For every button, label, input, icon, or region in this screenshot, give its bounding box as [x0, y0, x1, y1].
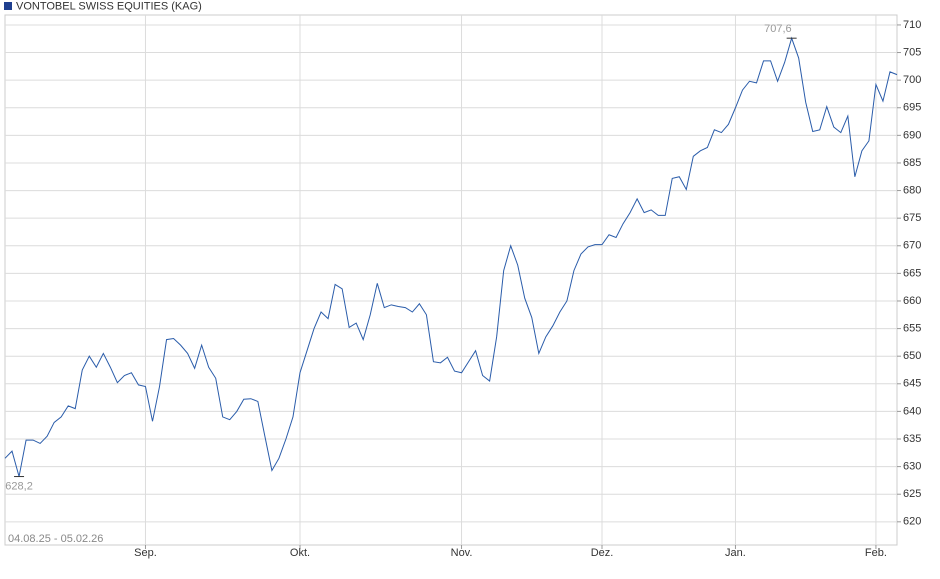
y-tick-label: 650 [903, 350, 921, 362]
y-tick-label: 660 [903, 295, 921, 307]
x-tick-label: Feb. [865, 547, 887, 559]
x-tick-label: Jan. [725, 547, 746, 559]
legend-swatch [4, 2, 12, 10]
y-tick-label: 685 [903, 157, 921, 169]
y-tick-label: 665 [903, 267, 921, 279]
plot-frame [4, 14, 898, 546]
price-line [4, 36, 898, 477]
legend-label: VONTOBEL SWISS EQUITIES (KAG) [16, 0, 202, 12]
date-range: 04.08.25 - 05.02.26 [8, 533, 103, 545]
y-tick-label: 645 [903, 378, 921, 390]
x-tick-label: Sep. [134, 547, 157, 559]
y-tick-label: 655 [903, 322, 921, 334]
x-tick-label: Dez. [591, 547, 614, 559]
y-tick-label: 695 [903, 102, 921, 114]
y-tick-label: 620 [903, 516, 921, 528]
y-tick-label: 635 [903, 433, 921, 445]
extreme-label: 707,6 [764, 23, 792, 35]
y-tick-label: 710 [903, 19, 921, 31]
extreme-label: 628,2 [5, 480, 33, 492]
y-tick-label: 675 [903, 212, 921, 224]
y-tick-label: 630 [903, 461, 921, 473]
y-tick-label: 690 [903, 129, 921, 141]
y-tick-label: 640 [903, 405, 921, 417]
x-tick-label: Nov. [451, 547, 473, 559]
y-tick-label: 670 [903, 240, 921, 252]
x-tick-label: Okt. [290, 547, 310, 559]
y-tick-label: 680 [903, 184, 921, 196]
y-tick-label: 625 [903, 488, 921, 500]
y-tick-label: 705 [903, 46, 921, 58]
y-tick-label: 700 [903, 74, 921, 86]
